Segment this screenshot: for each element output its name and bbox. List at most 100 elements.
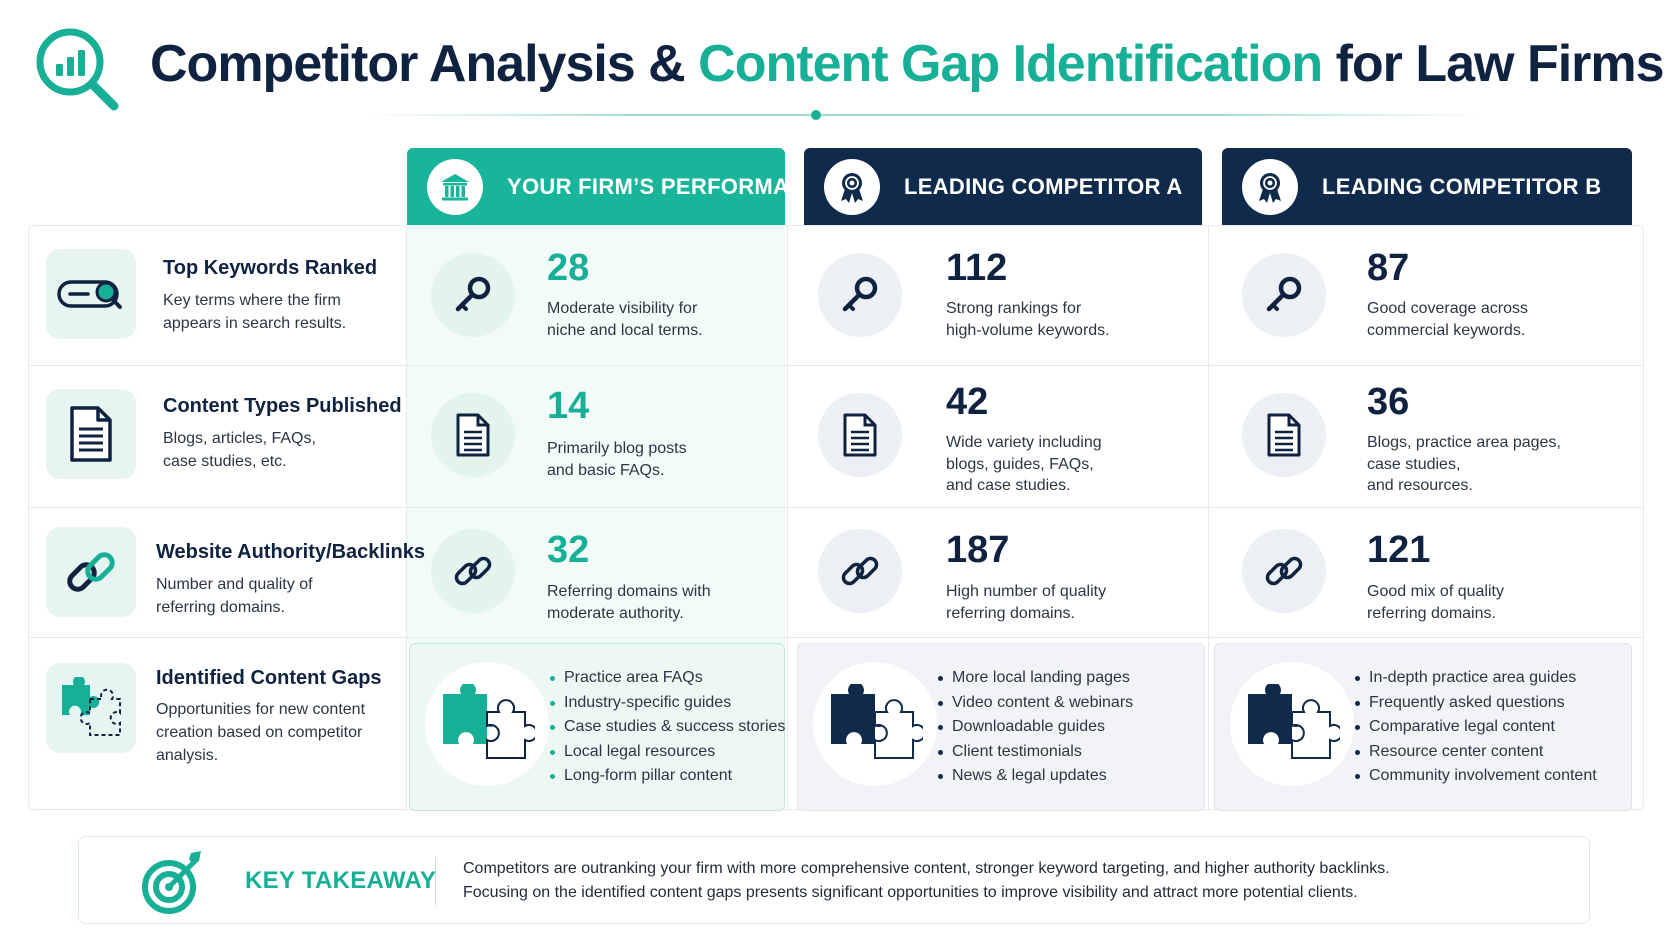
metric-cell-competitor-a-keywords: 112 Strong rankings for high-volume keyw… [788,225,1208,365]
row-title: Website Authority/Backlinks [156,541,425,563]
metric-cell-competitor-a-authority: 187 High number of quality referring dom… [788,507,1208,637]
gap-card-competitor-a: More local landing pages Video content &… [797,643,1205,811]
list-item: News & legal updates [938,764,1133,789]
title-part-2: for Law Firms [1322,35,1665,93]
takeaway-separator [435,857,436,905]
metric-description-line: referring domains. [1367,605,1496,622]
link-icon [818,529,902,613]
metric-description-line: and basic FAQs. [547,462,665,479]
metric-description-line: Strong rankings for [946,300,1082,317]
row-description: Key terms where the firm appears in sear… [163,292,347,332]
takeaway-label: KEY TAKEAWAY [245,867,437,894]
grid-divider [787,225,788,810]
target-icon [142,851,201,914]
row-title: Identified Content Gaps [156,667,382,689]
gap-list: Practice area FAQs Industry-specific gui… [550,666,785,789]
title-accent: Content Gap Identification [698,35,1323,93]
metric-cell-firm-content: 14 Primarily blog posts and basic FAQs. [407,365,787,507]
key-takeaway-box: KEY TAKEAWAY Competitors are outranking … [78,836,1590,924]
takeaway-line: Focusing on the identified content gaps … [463,884,1358,901]
metric-cell-competitor-b-keywords: 87 Good coverage across commercial keywo… [1209,225,1643,365]
metric-value: 112 [946,247,1008,289]
row-description: Opportunities for new content creation b… [156,701,366,764]
metric-description-line: Wide variety including [946,434,1102,451]
grid-divider [28,637,1644,638]
link-icon [1242,529,1326,613]
list-item: Case studies & success stories [550,715,785,740]
metric-value: 42 [946,381,989,423]
list-item: Video content & webinars [938,691,1133,716]
metric-description-line: Referring domains with [547,583,711,600]
metric-description-line: commercial keywords. [1367,322,1526,339]
metric-description-line: case studies, [1367,456,1461,473]
link-icon [46,527,136,617]
divider-dot [811,110,821,120]
grid-divider [28,365,1644,366]
search-bar-icon [46,249,136,339]
column-label: YOUR FIRM’S PERFORMANCE [507,173,837,199]
puzzle-icon [425,662,549,786]
row-description: Number and quality of referring domains. [156,576,313,616]
magnifier-chart-icon [36,28,119,111]
metric-value: 187 [946,529,1010,571]
list-item: Resource center content [1355,740,1597,765]
metric-value: 121 [1367,529,1431,571]
link-icon [431,529,515,613]
list-item: Practice area FAQs [550,666,785,691]
metric-value: 32 [547,529,590,571]
metric-cell-competitor-b-content: 36 Blogs, practice area pages, case stud… [1209,365,1643,507]
metric-description-line: niche and local terms. [547,322,703,339]
gap-card-competitor-b: In-depth practice area guides Frequently… [1214,643,1632,811]
list-item: Client testimonials [938,740,1133,765]
column-header-your-firm: YOUR FIRM’S PERFORMANCE [407,148,836,225]
metric-description-line: referring domains. [946,605,1075,622]
row-description: Blogs, articles, FAQs, case studies, etc… [163,430,316,470]
metric-description-line: Blogs, practice area pages, [1367,434,1561,451]
document-icon [818,393,902,477]
metric-description-line: moderate authority. [547,605,684,622]
gap-card-your-firm: Practice area FAQs Industry-specific gui… [409,643,785,811]
column-label: LEADING COMPETITOR B [1322,173,1602,199]
title-divider [365,114,1485,116]
metric-description-line: Good mix of quality [1367,583,1504,600]
metric-description-line: Good coverage across [1367,300,1528,317]
grid-divider [406,225,407,810]
puzzle-icon [46,663,136,753]
metric-description-line: blogs, guides, FAQs, [946,456,1094,473]
page-title: Competitor Analysis & Content Gap Identi… [150,34,1665,94]
metric-value: 28 [547,247,590,289]
bank-icon [427,158,483,215]
metric-value: 36 [1367,381,1410,423]
row-label-top-keywords: Top Keywords Ranked Key terms where the … [28,225,406,365]
metric-value: 87 [1367,247,1410,289]
column-header-competitor-a: LEADING COMPETITOR A [804,148,1202,225]
row-label-content-types: Content Types Published Blogs, articles,… [28,365,406,507]
title-part-1: Competitor Analysis & [150,35,699,93]
metric-value: 14 [547,385,590,427]
list-item: Industry-specific guides [550,691,785,716]
metric-description-line: Primarily blog posts [547,440,687,457]
metric-description-line: high-volume keywords. [946,322,1110,339]
list-item: Long-form pillar content [550,764,785,789]
key-icon [1242,253,1326,337]
gap-list: More local landing pages Video content &… [938,666,1133,789]
metric-description-line: Moderate visibility for [547,300,698,317]
list-item: Frequently asked questions [1355,691,1597,716]
metric-cell-firm-authority: 32 Referring domains with moderate autho… [407,507,787,637]
column-header-competitor-b: LEADING COMPETITOR B [1222,148,1632,225]
document-icon [431,393,515,477]
grid-divider [28,507,1644,508]
puzzle-icon [1230,662,1354,786]
key-icon [818,253,902,337]
gap-list: In-depth practice area guides Frequently… [1355,666,1597,789]
list-item: In-depth practice area guides [1355,666,1597,691]
metric-cell-competitor-b-authority: 121 Good mix of quality referring domain… [1209,507,1643,637]
grid-divider [1208,225,1209,810]
document-icon [1242,393,1326,477]
row-label-authority: Website Authority/Backlinks Number and q… [28,507,425,637]
takeaway-line: Competitors are outranking your firm wit… [463,860,1390,877]
header: Competitor Analysis & Content Gap Identi… [0,0,1672,120]
column-label: LEADING COMPETITOR A [904,173,1183,199]
row-label-content-gaps: Identified Content Gaps Opportunities fo… [28,637,406,810]
award-badge-icon [1242,158,1298,215]
